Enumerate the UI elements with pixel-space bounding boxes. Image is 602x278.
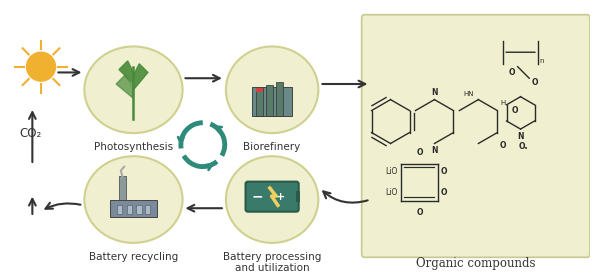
Polygon shape (116, 75, 134, 98)
Text: N: N (517, 132, 524, 141)
Text: O: O (512, 106, 518, 115)
Bar (256, 88, 263, 93)
Ellipse shape (84, 46, 182, 133)
Polygon shape (119, 61, 134, 84)
Text: LiO: LiO (386, 188, 398, 197)
Bar (252, 87, 293, 116)
Ellipse shape (84, 156, 182, 243)
Text: HN: HN (464, 91, 474, 97)
Text: •: • (524, 146, 529, 152)
Text: O: O (416, 148, 423, 157)
Ellipse shape (226, 46, 318, 133)
FancyBboxPatch shape (362, 15, 590, 257)
Text: O: O (500, 141, 506, 150)
Bar (296, 191, 300, 202)
Polygon shape (134, 64, 148, 90)
Bar (126, 205, 132, 214)
Text: O: O (532, 78, 538, 87)
FancyBboxPatch shape (246, 182, 299, 212)
Text: Biorefinery: Biorefinery (243, 142, 301, 152)
Text: n: n (539, 58, 544, 64)
Text: O: O (441, 188, 447, 197)
Text: O: O (416, 208, 423, 217)
Text: O: O (441, 167, 447, 176)
Bar (145, 205, 150, 214)
Text: LiO: LiO (386, 167, 398, 176)
Text: Battery processing
and utilization: Battery processing and utilization (223, 252, 321, 273)
Bar (117, 205, 122, 214)
Bar (136, 205, 141, 214)
Ellipse shape (226, 156, 318, 243)
Bar (256, 88, 263, 116)
Text: O: O (518, 142, 525, 151)
Text: Battery recycling: Battery recycling (89, 252, 178, 262)
Bar (119, 177, 126, 202)
Bar (276, 82, 282, 116)
Text: H: H (500, 100, 506, 106)
Text: −: − (252, 190, 264, 204)
Text: +: + (276, 192, 285, 202)
Bar (110, 200, 157, 217)
Text: CO₂: CO₂ (19, 126, 42, 140)
Text: O: O (509, 68, 515, 77)
Text: N: N (431, 146, 438, 155)
Text: Organic compounds: Organic compounds (416, 257, 536, 270)
Text: N: N (431, 88, 438, 97)
Bar (265, 85, 273, 116)
Text: Photosynthesis: Photosynthesis (94, 142, 173, 152)
Circle shape (26, 52, 55, 81)
